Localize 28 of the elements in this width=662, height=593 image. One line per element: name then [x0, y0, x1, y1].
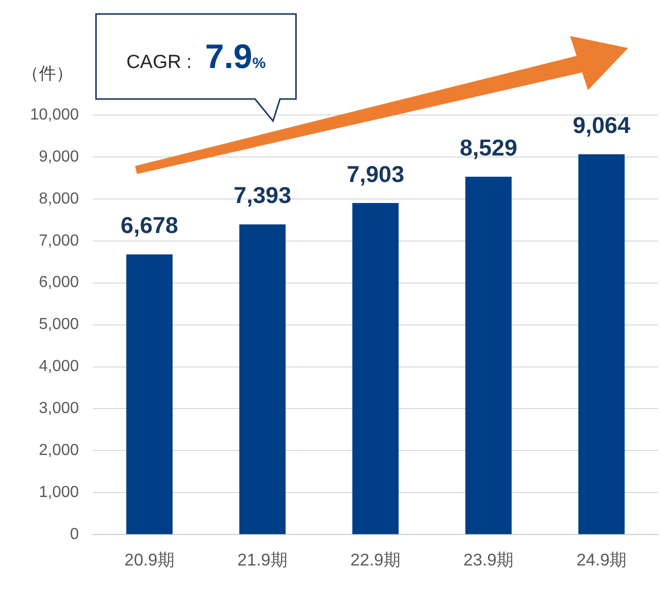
y-tick-label: 10,000	[30, 106, 80, 124]
y-tick-label: 6,000	[38, 274, 80, 292]
y-tick-label: 2,000	[38, 442, 80, 460]
bar	[578, 154, 625, 534]
data-label: 6,678	[120, 212, 178, 238]
y-tick-label: 8,000	[38, 190, 80, 208]
y-tick-label: 9,000	[38, 148, 80, 166]
text: CAGR : 7.9%	[126, 38, 266, 76]
y-tick-label: 1,000	[38, 484, 80, 502]
data-label: 7,393	[234, 182, 292, 208]
data-label: 9,064	[572, 112, 630, 138]
bar	[465, 176, 512, 534]
x-tick-label: 20.9期	[124, 550, 174, 570]
y-tick-label: 4,000	[38, 358, 80, 376]
data-label: 8,529	[460, 134, 518, 161]
x-tick-label: 24.9期	[576, 550, 627, 570]
bar	[239, 224, 286, 534]
x-tick-label: 22.9期	[350, 550, 401, 570]
y-tick-label: 0	[70, 526, 80, 544]
x-tick-label: 23.9期	[463, 550, 514, 570]
bar	[126, 254, 173, 534]
data-label: 7,903	[346, 160, 404, 187]
bar	[352, 202, 399, 534]
y-tick-label: 3,000	[38, 400, 80, 418]
y-axis-title: （件）	[22, 63, 73, 85]
y-tick-label: 5,000	[38, 316, 80, 334]
y-tick-label: 7,000	[38, 232, 80, 250]
x-tick-label: 21.9期	[237, 550, 288, 570]
